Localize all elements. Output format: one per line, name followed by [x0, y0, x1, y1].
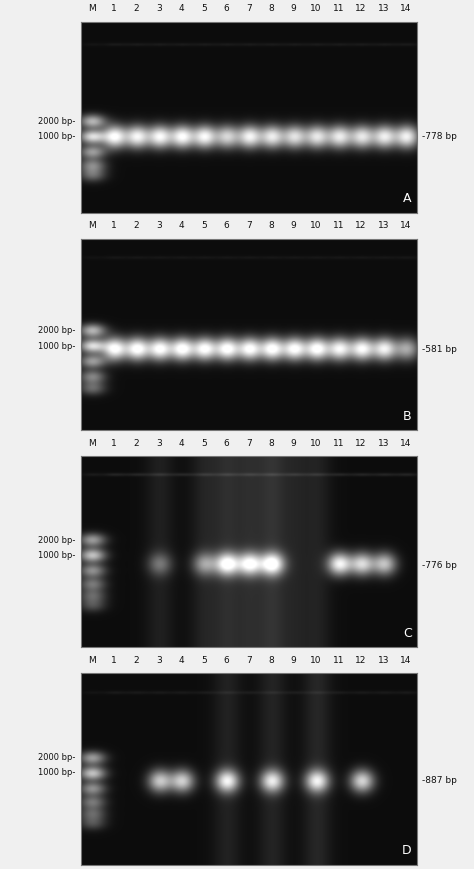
Text: 6: 6	[224, 4, 229, 13]
Text: 10: 10	[310, 222, 322, 230]
Text: 10: 10	[310, 656, 322, 665]
Text: 1000 bp-: 1000 bp-	[38, 342, 76, 350]
Text: 1000 bp-: 1000 bp-	[38, 551, 76, 561]
Text: 2: 2	[134, 439, 139, 448]
Text: -581 bp: -581 bp	[422, 345, 457, 355]
Text: 2000 bp-: 2000 bp-	[38, 116, 76, 126]
Text: M: M	[88, 439, 96, 448]
Text: 2000 bp-: 2000 bp-	[38, 753, 76, 762]
Text: C: C	[403, 627, 412, 640]
Text: 2: 2	[134, 222, 139, 230]
Text: 4: 4	[179, 222, 184, 230]
Text: 11: 11	[333, 656, 344, 665]
Text: 13: 13	[378, 222, 389, 230]
Text: 2: 2	[134, 4, 139, 13]
Text: 14: 14	[400, 656, 411, 665]
Text: 9: 9	[291, 222, 297, 230]
Text: 7: 7	[246, 439, 252, 448]
Text: 9: 9	[291, 439, 297, 448]
Text: M: M	[88, 4, 96, 13]
Text: 12: 12	[356, 656, 367, 665]
Text: A: A	[403, 192, 412, 205]
Text: 8: 8	[268, 222, 274, 230]
Text: 1: 1	[111, 656, 117, 665]
Text: M: M	[88, 656, 96, 665]
Text: 14: 14	[400, 439, 411, 448]
Text: 8: 8	[268, 656, 274, 665]
Text: 7: 7	[246, 656, 252, 665]
Text: B: B	[403, 409, 412, 422]
Text: 4: 4	[179, 656, 184, 665]
Text: 13: 13	[378, 656, 389, 665]
Text: M: M	[88, 222, 96, 230]
Text: 12: 12	[356, 222, 367, 230]
Text: 13: 13	[378, 439, 389, 448]
Text: 14: 14	[400, 222, 411, 230]
Text: 3: 3	[156, 222, 162, 230]
Text: 3: 3	[156, 4, 162, 13]
Text: 1: 1	[111, 222, 117, 230]
Text: 2: 2	[134, 656, 139, 665]
Text: 6: 6	[224, 222, 229, 230]
Text: 11: 11	[333, 4, 344, 13]
Text: -776 bp: -776 bp	[422, 561, 457, 570]
Text: 5: 5	[201, 222, 207, 230]
Text: 12: 12	[356, 439, 367, 448]
Text: 11: 11	[333, 439, 344, 448]
Text: 7: 7	[246, 4, 252, 13]
Text: 9: 9	[291, 4, 297, 13]
Text: 8: 8	[268, 4, 274, 13]
Text: 13: 13	[378, 4, 389, 13]
Text: 5: 5	[201, 4, 207, 13]
Text: 1: 1	[111, 439, 117, 448]
Text: D: D	[402, 844, 412, 857]
Text: 4: 4	[179, 439, 184, 448]
Text: 4: 4	[179, 4, 184, 13]
Text: 6: 6	[224, 439, 229, 448]
Text: 3: 3	[156, 439, 162, 448]
Text: 8: 8	[268, 439, 274, 448]
Text: 10: 10	[310, 439, 322, 448]
Text: 1000 bp-: 1000 bp-	[38, 768, 76, 778]
Text: 5: 5	[201, 439, 207, 448]
Text: 2000 bp-: 2000 bp-	[38, 326, 76, 335]
Text: 3: 3	[156, 656, 162, 665]
Text: 9: 9	[291, 656, 297, 665]
Text: -778 bp: -778 bp	[422, 132, 457, 141]
Text: 6: 6	[224, 656, 229, 665]
Text: -887 bp: -887 bp	[422, 776, 457, 785]
Text: 7: 7	[246, 222, 252, 230]
Text: 10: 10	[310, 4, 322, 13]
Text: 1: 1	[111, 4, 117, 13]
Text: 5: 5	[201, 656, 207, 665]
Text: 11: 11	[333, 222, 344, 230]
Text: 14: 14	[400, 4, 411, 13]
Text: 2000 bp-: 2000 bp-	[38, 536, 76, 545]
Text: 1000 bp-: 1000 bp-	[38, 132, 76, 141]
Text: 12: 12	[356, 4, 367, 13]
